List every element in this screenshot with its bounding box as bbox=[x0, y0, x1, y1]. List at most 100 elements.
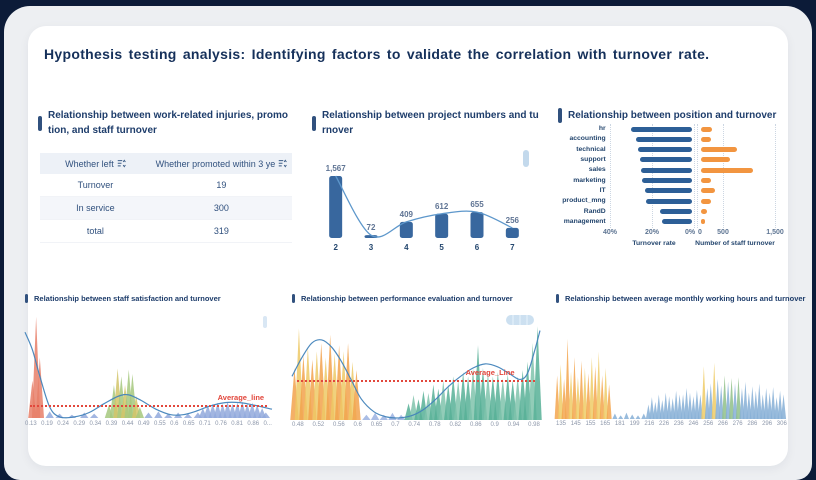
hours-svg bbox=[554, 338, 787, 419]
x-axis-tick: 306 bbox=[776, 421, 787, 427]
position-chart: hr accounting technical support sales marketi… bbox=[545, 124, 790, 252]
title-accent-bar bbox=[558, 108, 562, 123]
panel-title-hours: Relationship between average monthly wor… bbox=[556, 294, 805, 303]
x-axis-tick: 3 bbox=[368, 243, 374, 252]
x-axis-tick: 0.49 bbox=[137, 421, 150, 427]
staff-count-bar bbox=[700, 147, 737, 153]
svg-text:655: 655 bbox=[470, 200, 484, 209]
x-axis-tick: 0.13 bbox=[25, 421, 37, 427]
svg-text:1,567: 1,567 bbox=[326, 164, 347, 173]
turnover-rate-bar bbox=[642, 178, 692, 184]
x-axis-tick: 0.74 bbox=[408, 422, 421, 428]
x-axis-tick: 296 bbox=[762, 421, 773, 427]
bar-track bbox=[611, 178, 785, 184]
performance-chart: Average_Line bbox=[290, 316, 542, 420]
x-axis-tick: 0.86 bbox=[247, 421, 260, 427]
x-axis-tick: 0.6 bbox=[353, 422, 362, 428]
bar-track bbox=[611, 157, 785, 163]
svg-text:256: 256 bbox=[506, 216, 520, 225]
table-cell: 19 bbox=[216, 180, 227, 190]
table-cell: total bbox=[86, 226, 104, 236]
staff-count-bar bbox=[700, 178, 712, 184]
x-axis-tick: 0.6 bbox=[170, 421, 179, 427]
table-cell: 319 bbox=[213, 226, 229, 236]
panel-title-position: Relationship between position and turnov… bbox=[558, 108, 798, 123]
staff-count-bar bbox=[700, 219, 706, 225]
staff-count-bar bbox=[700, 209, 707, 215]
staff-count-bar bbox=[700, 136, 712, 142]
dashboard-card bbox=[28, 26, 788, 466]
turnover-rate-bar bbox=[640, 167, 692, 173]
category-label: management bbox=[563, 217, 606, 225]
table-row: Turnover 19 bbox=[40, 174, 292, 197]
x-axis-tick: 165 bbox=[600, 421, 611, 427]
position-row: sales bbox=[545, 166, 785, 174]
table-row: In service 300 bbox=[40, 196, 292, 220]
x-axis-tick: 0.56 bbox=[333, 422, 345, 428]
satisfaction-average-line bbox=[29, 404, 268, 407]
x-axis-tick: 145 bbox=[570, 421, 581, 427]
sort-icon[interactable] bbox=[117, 159, 126, 168]
x-axis-tick: 2 bbox=[333, 243, 338, 252]
left-axis-label: Turnover rate bbox=[632, 240, 676, 247]
projects-chart-svg: 1,567 72 409 612 655 256 bbox=[326, 164, 520, 238]
x-axis-tick: 0.9 bbox=[490, 422, 499, 428]
axis-tick: 0 bbox=[698, 229, 702, 236]
svg-text:612: 612 bbox=[435, 202, 449, 211]
x-axis-tick: 0.24 bbox=[57, 421, 69, 427]
column-header-whether-left[interactable]: Whether left bbox=[40, 153, 151, 174]
x-axis-tick: 0.55 bbox=[154, 421, 166, 427]
legend-badge[interactable] bbox=[506, 315, 534, 325]
satisfaction-average-label: Average_line bbox=[217, 392, 265, 402]
x-axis-tick: 0... bbox=[263, 421, 272, 427]
category-label: sales bbox=[588, 166, 606, 174]
turnover-rate-bar bbox=[661, 219, 692, 225]
x-axis-tick: 0.44 bbox=[121, 421, 134, 427]
title-accent-bar bbox=[292, 294, 295, 303]
bar-track bbox=[611, 209, 785, 215]
x-axis-tick: 226 bbox=[659, 421, 670, 427]
position-row: product_mng bbox=[545, 197, 785, 204]
scrollbar-pill[interactable] bbox=[523, 150, 529, 167]
gridline bbox=[652, 124, 653, 228]
x-axis-tick: 0.34 bbox=[89, 421, 102, 427]
table-header-row: Whether left Whether promoted within 3 y… bbox=[40, 153, 292, 174]
sort-icon[interactable] bbox=[278, 159, 287, 168]
bar-track bbox=[611, 219, 785, 225]
position-rows: hr accounting technical support sales marketi… bbox=[545, 125, 785, 225]
turnover-rate-bar bbox=[638, 147, 692, 153]
axis-tick: 1,500 bbox=[766, 229, 784, 236]
staff-count-bar bbox=[700, 188, 715, 194]
category-label: marketing bbox=[573, 176, 606, 184]
x-axis-tick: 256 bbox=[703, 421, 714, 427]
position-row: management bbox=[545, 217, 785, 225]
axis-tick: 20% bbox=[644, 229, 660, 236]
x-axis-tick: 199 bbox=[629, 421, 640, 427]
panel-title-projects: Relationship between project numbers and… bbox=[312, 108, 542, 138]
bar-track bbox=[611, 147, 785, 153]
panel-title-performance: Relationship between performance evaluat… bbox=[292, 294, 513, 303]
category-label: hr bbox=[598, 125, 606, 132]
x-axis-tick: 0.52 bbox=[312, 422, 325, 428]
x-axis-tick: 0.65 bbox=[182, 421, 195, 427]
bar-track bbox=[611, 188, 785, 194]
gridline bbox=[694, 124, 695, 228]
title-accent-bar bbox=[38, 115, 42, 131]
performance-average-line bbox=[296, 380, 536, 383]
projects-x-labels: 2 3 4 5 6 7 bbox=[318, 243, 530, 252]
staff-count-bar bbox=[700, 167, 754, 173]
position-row: support bbox=[545, 156, 785, 163]
position-row: accounting bbox=[545, 135, 785, 142]
x-axis-tick: 0.48 bbox=[292, 422, 304, 428]
position-row: marketing bbox=[545, 176, 785, 184]
position-row: technical bbox=[545, 146, 785, 153]
x-axis-tick: 0.98 bbox=[528, 422, 540, 428]
satisfaction-x-ticks: 0.13 0.19 0.24 0.29 0.34 0.39 0.44 0.49 0.55 0.6 0… bbox=[25, 421, 272, 427]
x-axis-tick: 216 bbox=[644, 421, 655, 427]
x-axis-tick: 0.86 bbox=[469, 422, 482, 428]
scrollbar-pill[interactable] bbox=[263, 316, 267, 328]
turnover-rate-bar bbox=[645, 188, 692, 194]
turnover-rate-bar bbox=[639, 157, 692, 163]
column-header-promoted[interactable]: Whether promoted within 3 ye bbox=[150, 153, 292, 174]
